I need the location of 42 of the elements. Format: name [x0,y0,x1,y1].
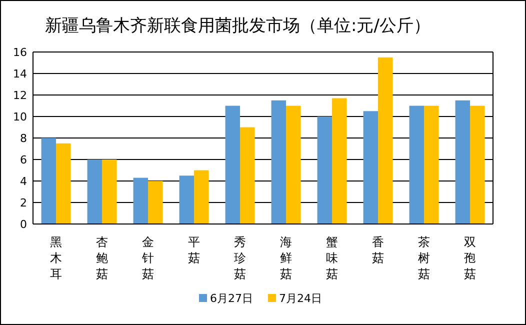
y-tick-label: 10 [13,110,27,124]
y-tick-label: 8 [20,132,27,145]
x-tick-label: 秀珍菇 [234,235,246,281]
x-tick-label: 杏鲍菇 [96,235,108,281]
legend-label: 7月24日 [279,292,322,305]
bar [87,160,102,224]
bar [455,100,470,224]
x-tick-label: 双孢菇 [464,235,476,281]
y-tick-label: 14 [13,68,27,80]
y-tick-label: 12 [13,89,27,102]
bar [56,143,71,224]
bar [363,111,378,224]
x-tick-label: 海鲜菇 [280,235,292,281]
bar [133,178,148,224]
x-tick-label: 金针菇 [141,235,154,281]
x-tick-label: 蟹味菇 [326,235,338,281]
x-tick-label: 香菇 [372,235,384,265]
legend-label: 6月27日 [210,292,253,305]
bar [470,106,485,224]
chart-title: 新疆乌鲁木齐新联食用菌批发市场（单位:元/公斤） [45,16,430,36]
bar [179,176,194,224]
y-tick-label: 4 [20,175,27,188]
bar [240,127,255,224]
bar [102,160,117,224]
bar [286,106,301,224]
bar [194,170,209,224]
y-tick-label: 16 [13,46,27,59]
bar [424,106,439,224]
x-tick-label: 茶树菇 [418,235,430,281]
bar [225,106,240,224]
y-tick-label: 0 [20,218,27,231]
y-tick-label: 6 [20,154,27,166]
bar [317,116,332,224]
bar [271,100,286,224]
bar [409,106,424,224]
x-tick-label: 黑木耳 [50,235,62,281]
bar [41,138,56,224]
bar [378,57,393,224]
x-tick-label: 平菇 [188,235,200,265]
bar [148,181,163,224]
y-tick-label: 2 [20,196,27,210]
bar [332,98,347,224]
